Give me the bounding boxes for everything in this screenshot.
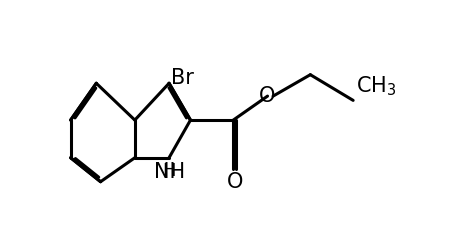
Text: CH$_3$: CH$_3$ bbox=[356, 74, 396, 98]
Text: H: H bbox=[163, 162, 176, 180]
Text: NH: NH bbox=[153, 162, 185, 182]
Text: O: O bbox=[226, 172, 243, 192]
Text: Br: Br bbox=[171, 68, 194, 88]
Text: O: O bbox=[259, 86, 275, 106]
